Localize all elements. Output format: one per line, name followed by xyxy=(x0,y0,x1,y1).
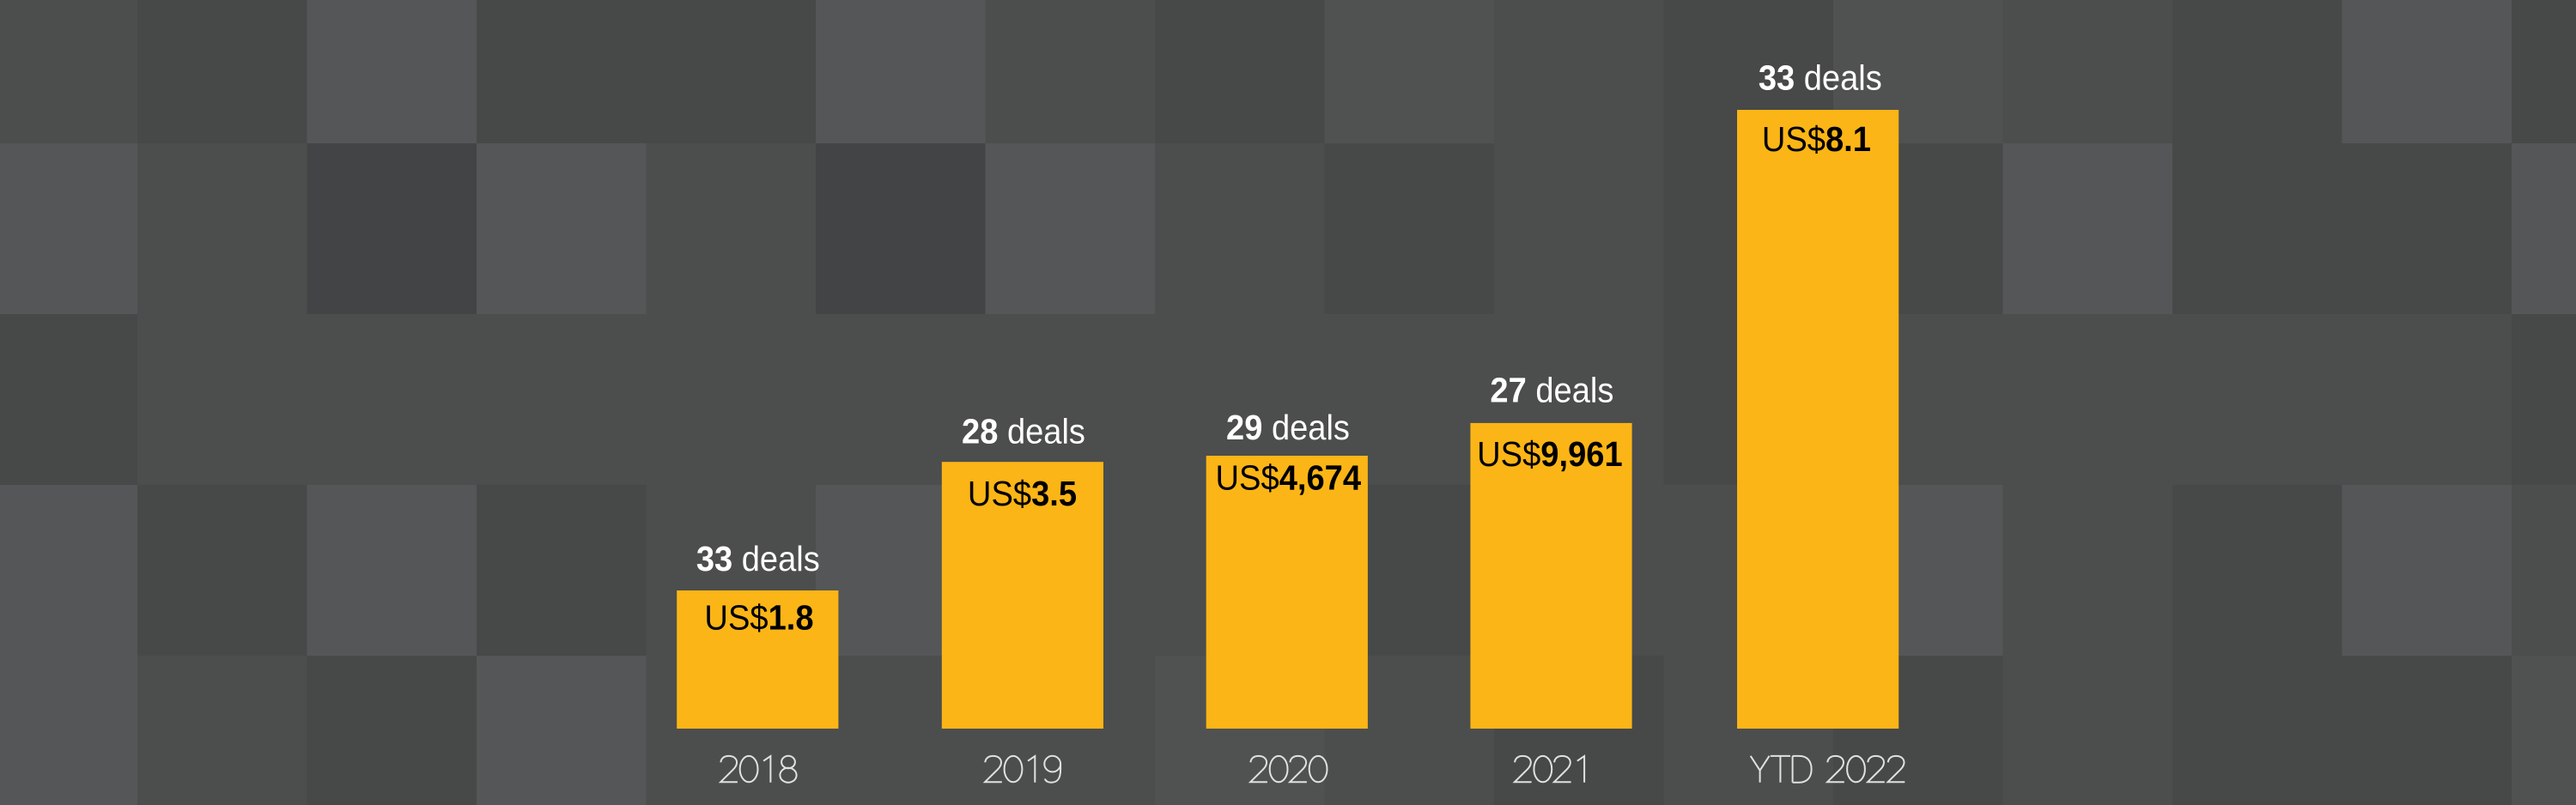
svg-text:33 deals: 33 deals xyxy=(1759,59,1882,98)
svg-text:28 deals: 28 deals xyxy=(962,413,1085,451)
svg-text:US$1.8: US$1.8 xyxy=(704,598,813,638)
svg-text:29 deals: 29 deals xyxy=(1226,409,1350,447)
svg-text:US$4,674: US$4,674 xyxy=(1216,458,1362,498)
svg-text:US$3.5: US$3.5 xyxy=(968,475,1077,514)
svg-text:27 deals: 27 deals xyxy=(1490,372,1613,410)
svg-text:US$9,961: US$9,961 xyxy=(1477,435,1623,475)
svg-text:US$8.1: US$8.1 xyxy=(1762,120,1871,160)
svg-text:33 deals: 33 deals xyxy=(696,540,820,578)
